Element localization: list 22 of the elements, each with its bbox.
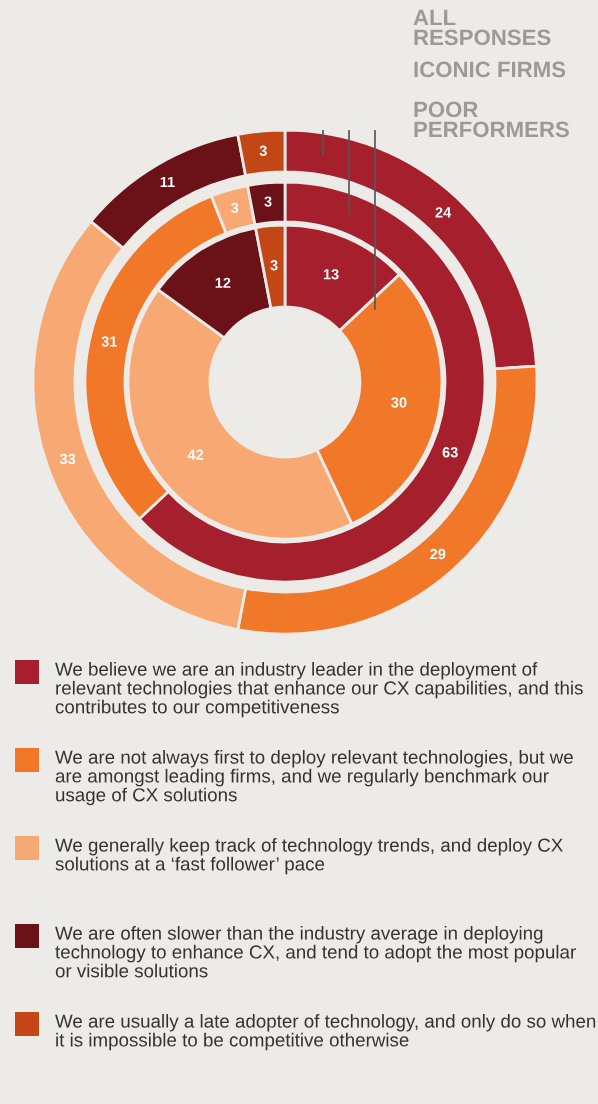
data-label: 3 bbox=[259, 145, 267, 156]
data-label: 3 bbox=[264, 196, 272, 207]
data-label: 3 bbox=[270, 260, 278, 271]
slice-label: ALL RESPONSES bbox=[413, 9, 551, 46]
legend-label: We are usually a late adopter of technology, and only do so when it is impossible to be competitive otherwise bbox=[55, 1014, 596, 1051]
legend-label: We are not always first to deploy relevant technologies, but we are amongst leading firms, and we regularly benchmark our usage of CX solutions bbox=[55, 750, 573, 806]
data-label: 11 bbox=[160, 176, 175, 187]
data-label: 63 bbox=[442, 447, 458, 458]
data-label: 31 bbox=[101, 336, 118, 347]
legend-label: We are often slower than the industry average in deploying technology to enhance CX, and tend to adopt the most popular or visible solutions bbox=[55, 926, 576, 978]
slice-label: ICONIC FIRMS bbox=[414, 61, 566, 78]
data-label: 30 bbox=[391, 397, 407, 408]
data-label: 42 bbox=[187, 449, 204, 460]
legend-label: We generally keep track of technology trends, and deploy CX solutions at a ‘fast follower’ pace bbox=[55, 838, 563, 875]
data-label: 13 bbox=[323, 269, 339, 280]
legend-label: We believe we are an industry leader in the deployment of relevant technologies that enhance our CX capabilities, and this contributes to our competitiveness bbox=[55, 662, 583, 718]
data-label: 33 bbox=[59, 453, 76, 465]
data-label: 3 bbox=[231, 202, 239, 214]
data-label: 12 bbox=[215, 277, 231, 288]
slice-label: POOR PERFORMERS bbox=[414, 101, 569, 138]
data-label: 24 bbox=[435, 207, 452, 218]
data-label: 29 bbox=[430, 548, 446, 560]
